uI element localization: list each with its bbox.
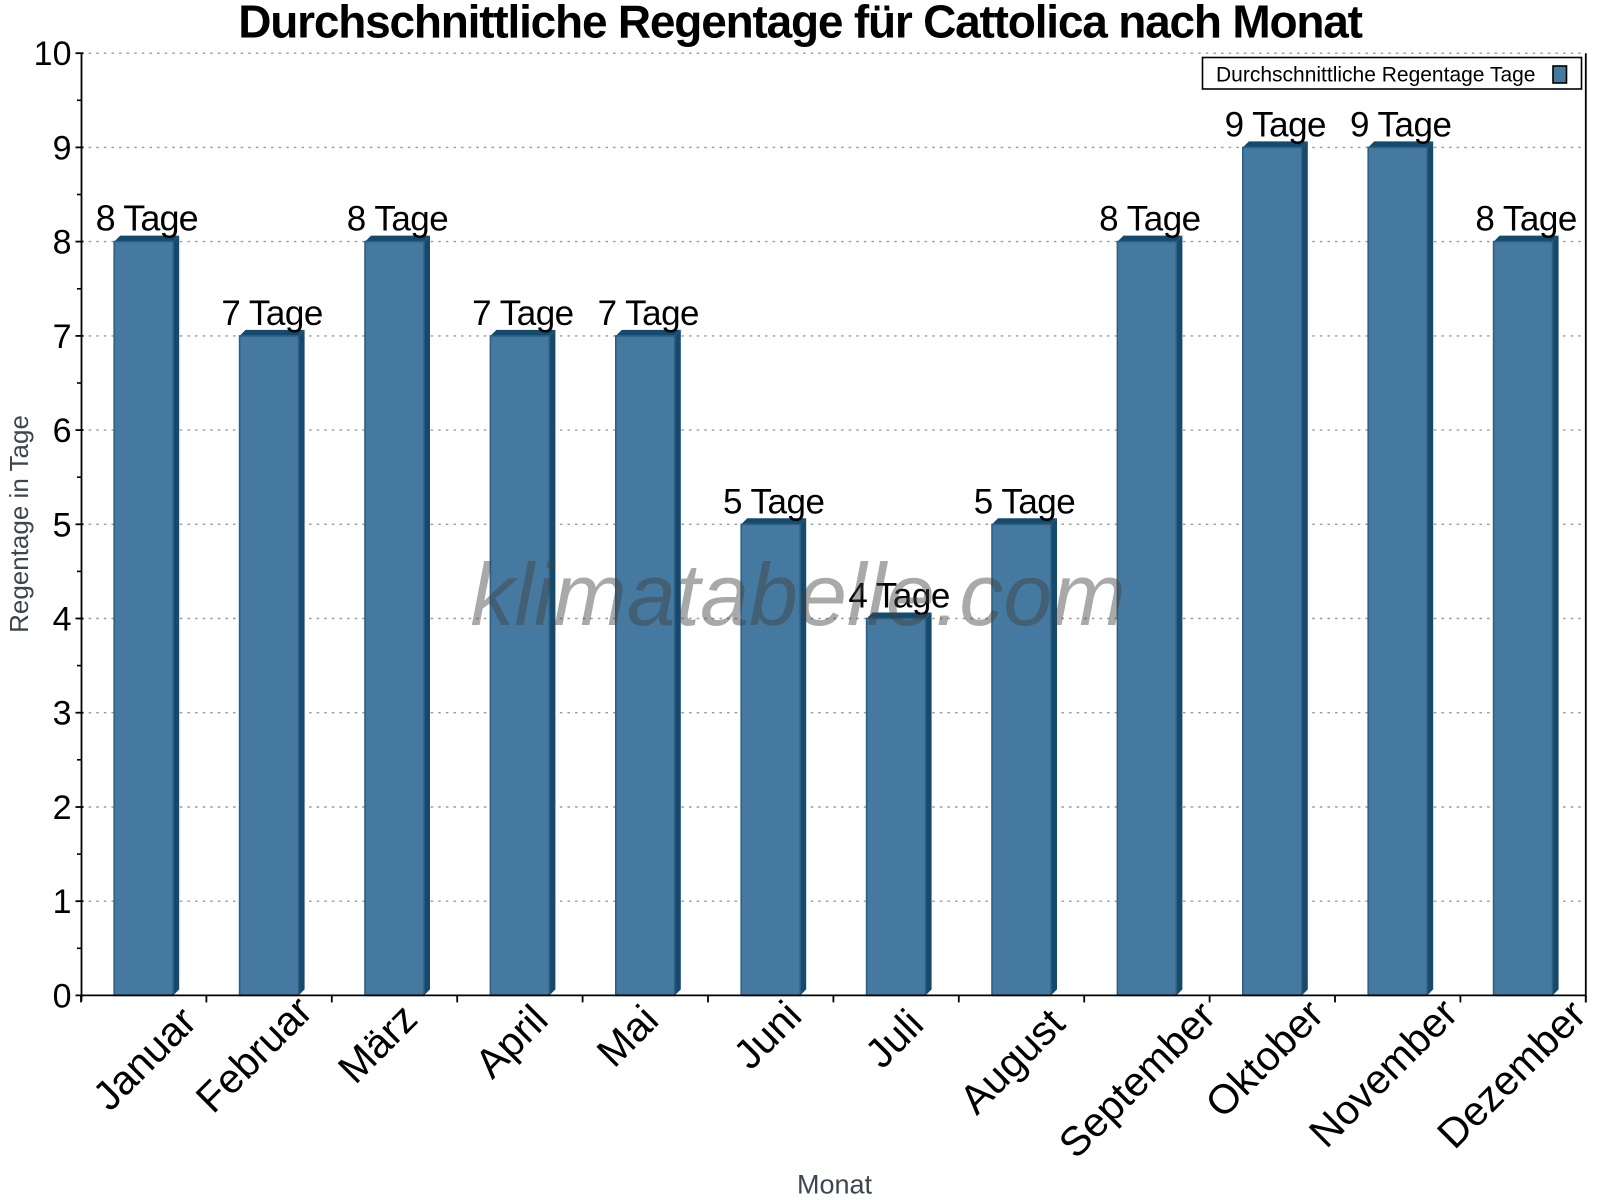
svg-text:8 Tage: 8 Tage [96, 198, 198, 239]
svg-text:7 Tage: 7 Tage [598, 294, 699, 333]
svg-text:5 Tage: 5 Tage [723, 482, 824, 521]
svg-text:8: 8 [53, 224, 72, 262]
svg-text:5 Tage: 5 Tage [974, 482, 1075, 521]
svg-text:9 Tage: 9 Tage [1225, 105, 1326, 144]
svg-text:3: 3 [53, 695, 72, 733]
svg-text:4: 4 [53, 601, 72, 639]
svg-text:8 Tage: 8 Tage [1475, 200, 1576, 239]
svg-text:9: 9 [53, 129, 72, 167]
svg-text:7: 7 [53, 318, 72, 356]
svg-text:1: 1 [53, 883, 72, 921]
svg-text:7 Tage: 7 Tage [472, 294, 573, 333]
svg-text:Monat: Monat [797, 1170, 873, 1200]
svg-text:0: 0 [53, 977, 72, 1015]
svg-text:Durchschnittliche Regentage fü: Durchschnittliche Regentage für Cattolic… [238, 0, 1362, 48]
svg-text:8 Tage: 8 Tage [347, 200, 448, 239]
svg-text:klimatabelle.com: klimatabelle.com [470, 545, 1125, 644]
svg-text:7 Tage: 7 Tage [221, 294, 322, 333]
svg-text:4 Tage: 4 Tage [848, 577, 949, 616]
svg-text:8 Tage: 8 Tage [1099, 200, 1200, 239]
svg-text:10: 10 [34, 35, 72, 73]
svg-text:6: 6 [53, 412, 72, 450]
svg-text:5: 5 [53, 506, 72, 544]
svg-text:9 Tage: 9 Tage [1350, 105, 1451, 144]
svg-text:2: 2 [53, 789, 72, 827]
svg-text:Regentage in Tage: Regentage in Tage [4, 415, 34, 633]
svg-text:Durchschnittliche Regentage Ta: Durchschnittliche Regentage Tage [1216, 64, 1535, 87]
